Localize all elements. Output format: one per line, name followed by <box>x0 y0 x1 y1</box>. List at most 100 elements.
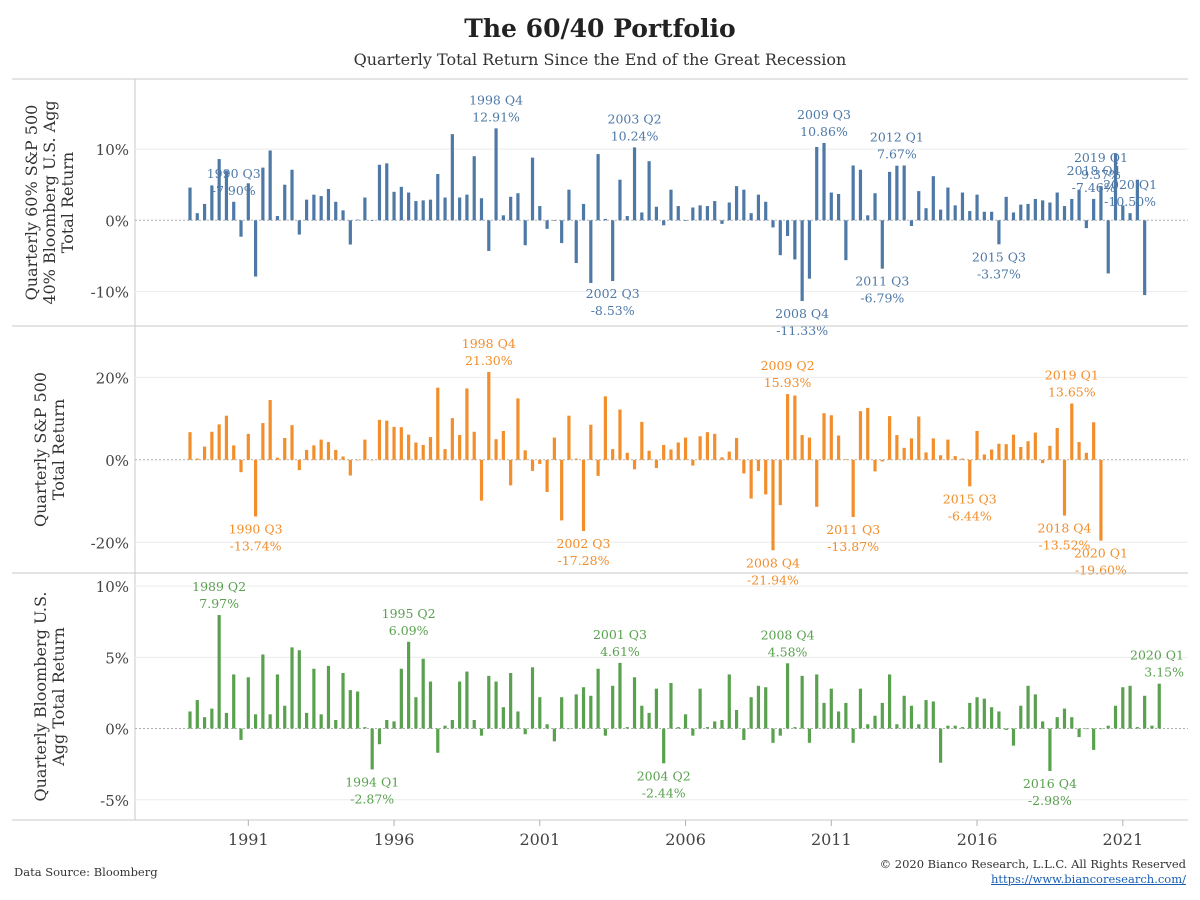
bar <box>895 724 899 729</box>
bar <box>924 452 928 460</box>
bar <box>268 714 272 729</box>
bar <box>895 165 899 221</box>
bar <box>436 728 440 753</box>
bar <box>880 702 884 729</box>
bar <box>385 420 389 460</box>
copyright-notice: © 2020 Bianco Research, L.L.C. All Right… <box>879 857 1186 871</box>
bar <box>348 690 352 729</box>
bar <box>1048 202 1052 221</box>
bar <box>202 203 207 221</box>
bar <box>1004 196 1008 221</box>
bar <box>319 714 323 729</box>
bar <box>997 220 1001 245</box>
bar <box>1143 695 1147 729</box>
bar <box>414 697 418 729</box>
bar <box>552 220 556 221</box>
annotation-value: -19.60% <box>1075 563 1127 578</box>
bar <box>902 447 906 460</box>
bar <box>283 437 287 460</box>
bar <box>909 220 914 226</box>
bar <box>428 199 433 221</box>
bar <box>713 201 717 221</box>
bar <box>873 715 877 729</box>
bar <box>734 437 739 460</box>
bar <box>188 187 192 221</box>
bar <box>560 459 564 521</box>
bar <box>377 164 382 221</box>
bar <box>625 216 629 221</box>
y-tick-label: -10% <box>91 284 129 302</box>
bar <box>363 197 367 221</box>
x-tick-label: 2001 <box>519 830 560 849</box>
annotation-value: -2.87% <box>350 791 394 806</box>
annotation-label: 2009 Q2 <box>761 358 815 373</box>
bar <box>275 457 280 460</box>
bar <box>909 705 914 729</box>
bar <box>290 647 294 729</box>
y-tick-label: 10% <box>96 578 129 596</box>
bar <box>356 219 360 221</box>
bar <box>1157 683 1161 729</box>
bar <box>705 432 710 460</box>
bar <box>888 416 892 460</box>
bar <box>516 193 520 221</box>
bar <box>421 658 425 729</box>
bar <box>407 192 411 221</box>
bar <box>713 721 717 729</box>
bar <box>275 674 280 729</box>
bar <box>589 220 593 283</box>
x-tick-label: 1991 <box>228 830 269 849</box>
bar <box>734 710 739 729</box>
x-tick-label: 2021 <box>1102 830 1143 849</box>
chart-subtitle: Quarterly Total Return Since the End of … <box>353 50 847 69</box>
bar <box>676 442 680 460</box>
annotation-label: 2016 Q4 <box>1023 776 1077 791</box>
bar <box>749 459 753 499</box>
bar <box>399 668 403 729</box>
bar <box>676 727 680 729</box>
bar <box>509 196 513 221</box>
bar <box>1099 459 1103 541</box>
annotation-label: 2009 Q3 <box>797 107 851 122</box>
x-tick-label: 1996 <box>374 830 415 849</box>
bar <box>698 205 702 221</box>
bar <box>1084 452 1088 460</box>
bar <box>516 711 520 729</box>
bar <box>676 206 680 221</box>
bar <box>450 418 454 460</box>
bar <box>785 394 790 460</box>
bar <box>720 457 724 460</box>
bar <box>727 674 731 729</box>
bar <box>603 396 607 460</box>
bar <box>968 211 972 221</box>
bar <box>873 193 877 221</box>
bar <box>683 714 688 729</box>
bar <box>793 395 797 460</box>
bar <box>210 708 214 729</box>
bar <box>1092 422 1096 460</box>
bar <box>1019 204 1023 221</box>
bar <box>654 688 658 729</box>
bar <box>319 196 323 221</box>
annotation-value: 10.86% <box>800 124 848 139</box>
bar <box>487 371 491 460</box>
bar <box>953 205 957 221</box>
bar <box>705 206 710 221</box>
bar <box>552 728 556 742</box>
website-link[interactable]: https://www.biancoresearch.com/ <box>990 872 1186 886</box>
bar <box>917 724 921 729</box>
bar <box>232 201 236 221</box>
bar <box>968 702 972 729</box>
bar <box>647 161 651 221</box>
bar <box>348 220 352 245</box>
bar <box>246 677 250 729</box>
bar <box>1092 728 1096 750</box>
bar <box>1128 213 1132 221</box>
annotation-label: 2004 Q2 <box>637 768 691 783</box>
bar <box>581 459 586 532</box>
bar <box>669 449 673 460</box>
bar <box>421 444 425 460</box>
annotation-value: 6.09% <box>389 623 429 638</box>
bar <box>487 220 491 251</box>
annotation-label: 2015 Q3 <box>972 249 1026 264</box>
